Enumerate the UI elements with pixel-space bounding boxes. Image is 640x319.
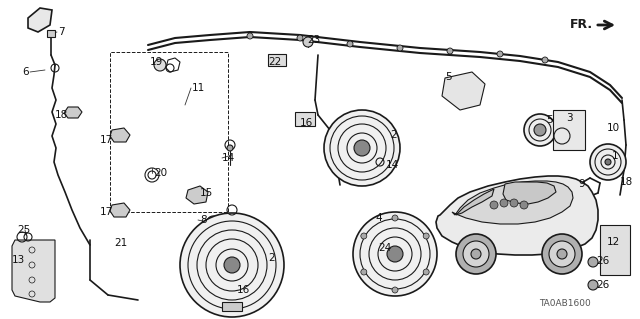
Text: 17: 17 — [100, 135, 113, 145]
Circle shape — [471, 249, 481, 259]
Polygon shape — [28, 8, 52, 32]
Circle shape — [510, 199, 518, 207]
Circle shape — [588, 280, 598, 290]
Text: TA0AB1600: TA0AB1600 — [539, 299, 591, 308]
Circle shape — [353, 212, 437, 296]
Text: 12: 12 — [607, 237, 620, 247]
Polygon shape — [12, 240, 55, 302]
Text: 17: 17 — [100, 207, 113, 217]
Text: FR.: FR. — [570, 19, 593, 32]
Circle shape — [588, 257, 598, 267]
Text: 3: 3 — [566, 113, 573, 123]
Text: 21: 21 — [114, 238, 127, 248]
Text: 1: 1 — [612, 151, 619, 161]
Circle shape — [463, 241, 489, 267]
Circle shape — [303, 37, 313, 47]
Circle shape — [154, 59, 166, 71]
Circle shape — [557, 249, 567, 259]
Polygon shape — [503, 182, 556, 204]
Circle shape — [397, 45, 403, 51]
Text: 5: 5 — [445, 72, 452, 82]
Circle shape — [324, 110, 400, 186]
Text: 5: 5 — [546, 115, 552, 125]
Circle shape — [297, 35, 303, 41]
Circle shape — [524, 114, 556, 146]
Text: 18: 18 — [620, 177, 633, 187]
Polygon shape — [436, 176, 598, 255]
Text: 14: 14 — [222, 153, 236, 163]
Circle shape — [423, 233, 429, 239]
Text: 14: 14 — [386, 160, 399, 170]
Text: 24: 24 — [378, 243, 391, 253]
Circle shape — [590, 144, 626, 180]
Circle shape — [549, 241, 575, 267]
Text: 20: 20 — [154, 168, 167, 178]
Polygon shape — [64, 107, 82, 118]
Circle shape — [392, 287, 398, 293]
Text: 19: 19 — [150, 57, 163, 67]
Circle shape — [534, 124, 546, 136]
Polygon shape — [442, 72, 485, 110]
Circle shape — [605, 159, 611, 165]
Circle shape — [180, 213, 284, 317]
Text: 7: 7 — [58, 27, 65, 37]
Bar — [110, 52, 228, 212]
Circle shape — [447, 48, 453, 54]
Circle shape — [387, 246, 403, 262]
Circle shape — [542, 57, 548, 63]
Text: 16: 16 — [300, 118, 313, 128]
Text: 8: 8 — [200, 215, 207, 225]
Text: 23: 23 — [307, 35, 320, 45]
Text: 2: 2 — [268, 253, 275, 263]
Circle shape — [520, 201, 528, 209]
Text: 9: 9 — [578, 179, 584, 189]
Text: 25: 25 — [17, 225, 30, 235]
Text: 26: 26 — [596, 256, 609, 266]
Circle shape — [227, 145, 233, 151]
Polygon shape — [186, 186, 208, 204]
Bar — [47, 30, 55, 37]
Polygon shape — [110, 203, 130, 217]
Text: 4: 4 — [375, 213, 381, 223]
Circle shape — [247, 33, 253, 39]
Text: 18: 18 — [55, 110, 68, 120]
Circle shape — [490, 201, 498, 209]
Circle shape — [423, 269, 429, 275]
Circle shape — [361, 233, 367, 239]
Text: 10: 10 — [607, 123, 620, 133]
Circle shape — [354, 140, 370, 156]
Polygon shape — [452, 181, 573, 224]
Circle shape — [392, 215, 398, 221]
Text: 13: 13 — [12, 255, 25, 265]
Text: 2: 2 — [390, 130, 397, 140]
Text: 16: 16 — [237, 285, 250, 295]
Circle shape — [500, 199, 508, 207]
Circle shape — [210, 219, 216, 225]
Circle shape — [456, 234, 496, 274]
Text: 15: 15 — [200, 188, 213, 198]
Bar — [600, 225, 630, 275]
Circle shape — [542, 234, 582, 274]
Text: 26: 26 — [596, 280, 609, 290]
Text: 22: 22 — [268, 57, 281, 67]
Circle shape — [497, 51, 503, 57]
Circle shape — [224, 257, 240, 273]
Polygon shape — [110, 128, 130, 142]
Polygon shape — [456, 189, 494, 215]
Text: 11: 11 — [192, 83, 205, 93]
Text: 6: 6 — [22, 67, 29, 77]
Bar — [268, 54, 286, 66]
Circle shape — [347, 41, 353, 47]
Bar — [222, 302, 242, 311]
Bar — [295, 112, 315, 126]
Circle shape — [361, 269, 367, 275]
Bar — [553, 110, 585, 150]
